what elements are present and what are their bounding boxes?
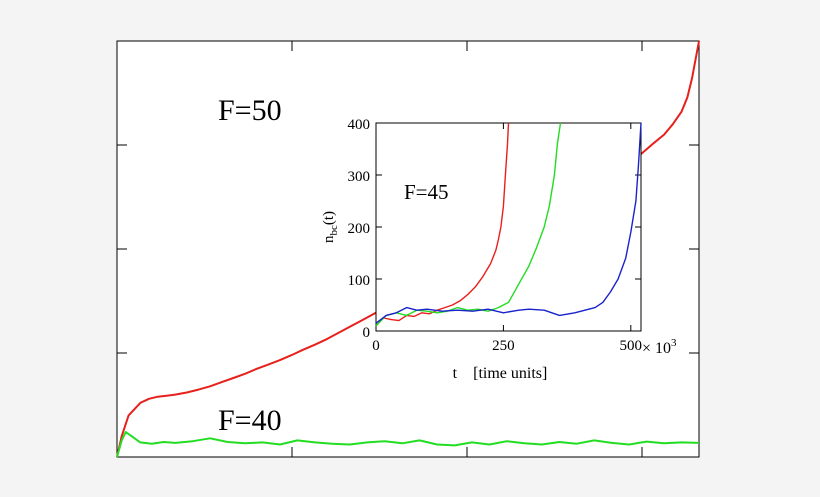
- inset-series-line-0: [375, 122, 510, 327]
- annotation-f40: F=40: [218, 404, 282, 437]
- inset-x-axis-label: t [time units]: [453, 365, 548, 382]
- inset-series-line-2: [375, 122, 642, 324]
- inset-y-label-rest: (t): [321, 211, 337, 225]
- inset-ytick-label-1: 100: [348, 273, 371, 289]
- inset-plot-area: [375, 122, 642, 332]
- inset-x-multiplier-base: × 10: [642, 340, 671, 357]
- inset-series-group: [375, 122, 642, 327]
- inset-ytick-label-2: 200: [348, 221, 371, 237]
- inset-x-multiplier-exp: 3: [671, 337, 677, 349]
- inset-xtick-label-1: 250: [492, 338, 515, 354]
- inset-y-axis-label: nbc(t): [321, 211, 340, 243]
- annotation-f50: F=50: [218, 94, 282, 127]
- inset-chart: 0 100 200 300 400 0 250 500 F=45 × 103 t [time …: [321, 117, 677, 382]
- inset-y-label-main: n: [321, 235, 337, 243]
- inset-ytick-label-0: 0: [363, 325, 371, 341]
- inset-ytick-label-3: 300: [348, 169, 371, 185]
- main-ticks: [117, 41, 699, 457]
- inset-ytick-label-4: 400: [348, 117, 371, 133]
- inset-ticks: 0 100 200 300 400 0 250 500: [348, 117, 643, 354]
- inset-y-label-sub: bc: [328, 225, 340, 236]
- main-series-line-1: [116, 431, 700, 458]
- inset-xtick-label-2: 500: [620, 338, 643, 354]
- inset-x-multiplier: × 103: [642, 337, 677, 357]
- annotation-f45: F=45: [404, 180, 449, 204]
- inset-xtick-label-0: 0: [372, 338, 380, 354]
